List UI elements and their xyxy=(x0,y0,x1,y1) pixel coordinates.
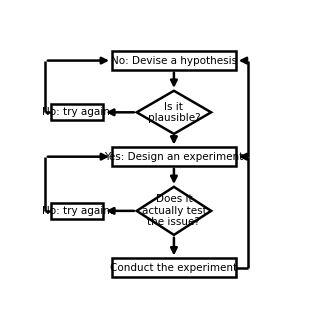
Polygon shape xyxy=(137,187,211,235)
Text: No: try again.: No: try again. xyxy=(42,206,113,216)
FancyBboxPatch shape xyxy=(112,258,236,277)
Text: Does it
actually test
the issue?: Does it actually test the issue? xyxy=(141,194,206,228)
Text: No: try again.: No: try again. xyxy=(42,107,113,117)
FancyBboxPatch shape xyxy=(51,104,103,120)
FancyBboxPatch shape xyxy=(112,51,236,70)
FancyBboxPatch shape xyxy=(51,203,103,219)
Text: Conduct the experiment: Conduct the experiment xyxy=(110,262,237,273)
Polygon shape xyxy=(137,91,211,134)
Text: Yes: Design an experiment: Yes: Design an experiment xyxy=(104,152,244,162)
Text: Is it
plausible?: Is it plausible? xyxy=(148,101,200,123)
Text: No: Devise a hypothesis: No: Devise a hypothesis xyxy=(111,56,237,66)
FancyBboxPatch shape xyxy=(112,148,236,166)
